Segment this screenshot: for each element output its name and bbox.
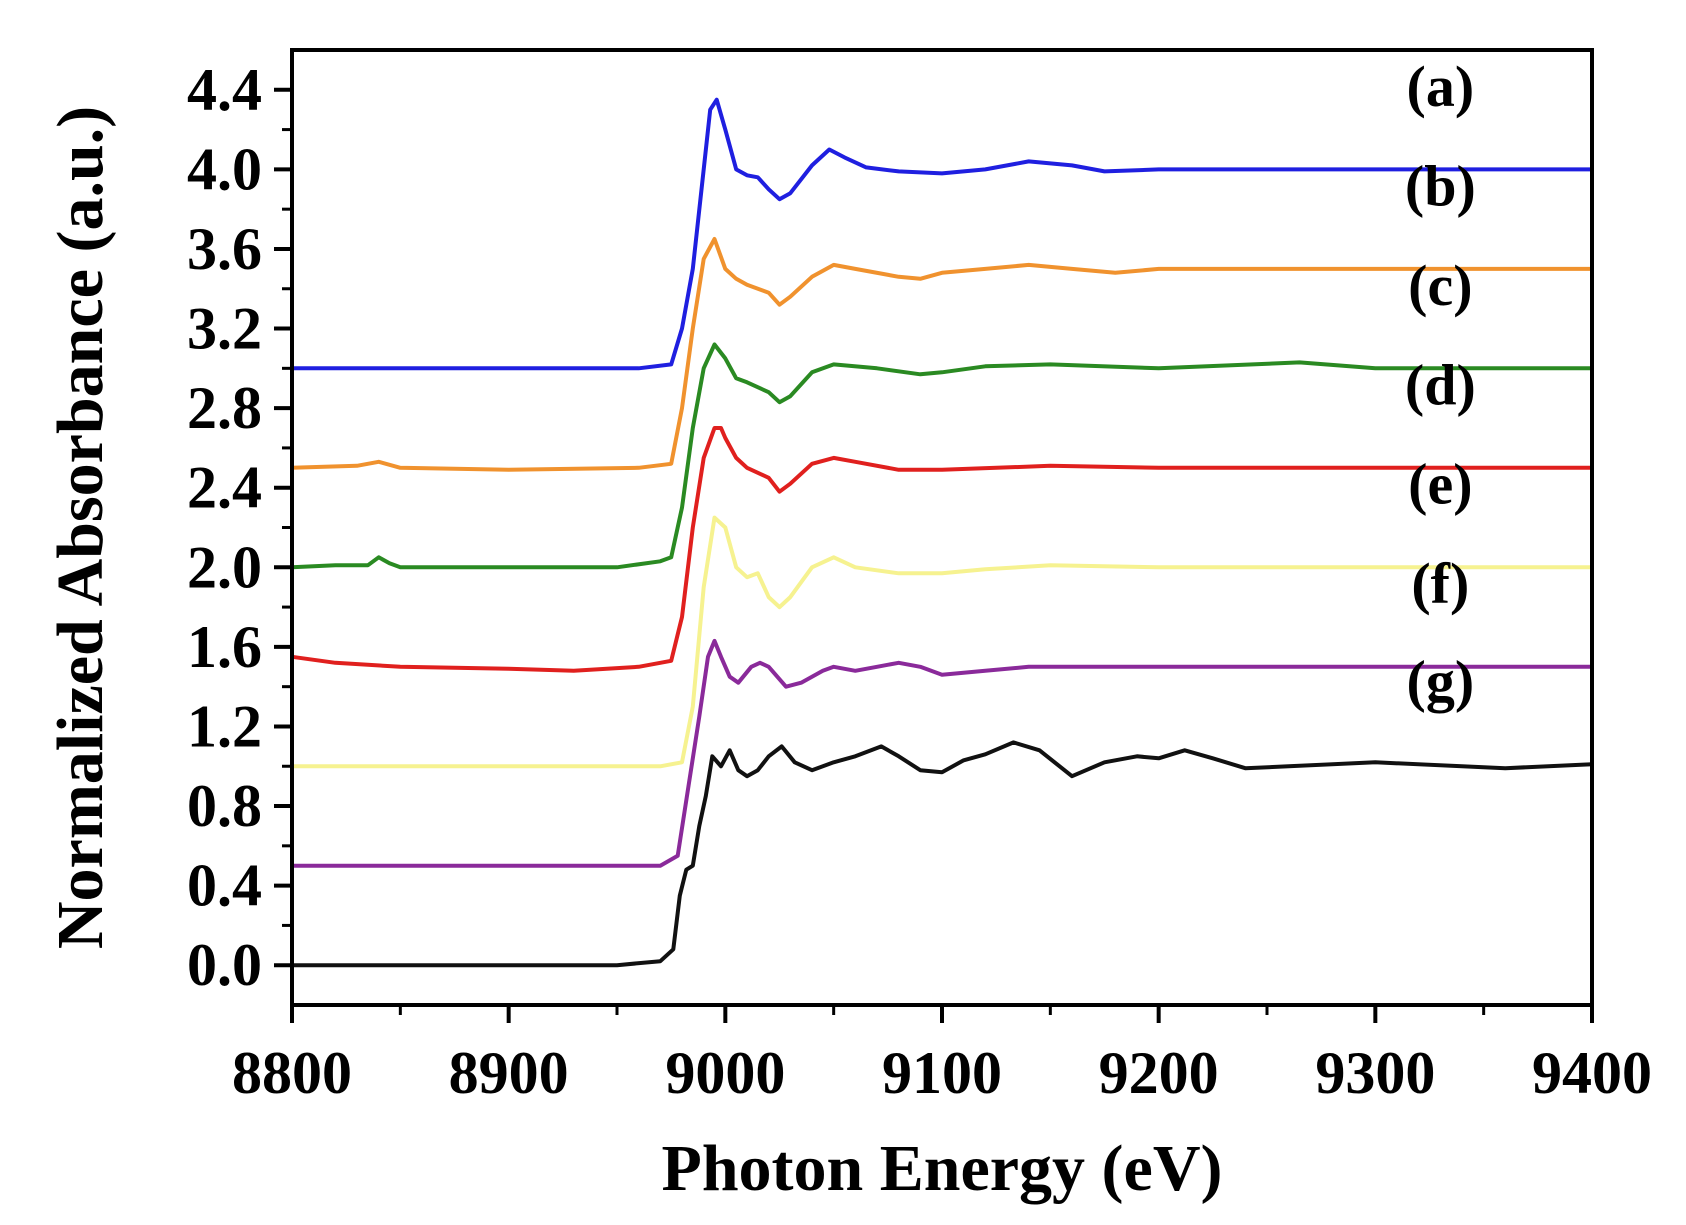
series-line-a: [290, 97, 1594, 371]
series-tag-c: (c): [1408, 253, 1472, 318]
x-tick-label: 8900: [449, 1040, 569, 1106]
series-tag-e: (e): [1408, 452, 1472, 517]
y-tick-label: 2.4: [187, 455, 262, 521]
y-tick-label: 1.2: [187, 693, 262, 759]
y-tick-label: 1.6: [187, 614, 262, 680]
series-line-f: [290, 638, 1594, 868]
y-tick-label: 0.4: [187, 853, 262, 919]
tick-layer: 8800 8900 9000 9100 9200 9300 9400 0.0 0.4 0.8 1.2…: [187, 57, 1652, 1106]
series-tag-f: (f): [1411, 551, 1469, 616]
x-tick-label: 9100: [882, 1040, 1002, 1106]
series-tag-a: (a): [1407, 54, 1475, 119]
y-tick-label: 0.8: [187, 773, 262, 839]
y-axis-title: Normalized Absorbance (a.u.): [44, 106, 117, 949]
x-tick-label: 9300: [1315, 1040, 1435, 1106]
y-tick-label: 3.6: [187, 216, 262, 282]
y-tick-label: 4.4: [187, 57, 262, 123]
series-tag-b: (b): [1405, 153, 1476, 218]
y-tick-label: 3.2: [187, 296, 262, 362]
series-line-c: [290, 342, 1594, 570]
x-tick-label: 8800: [232, 1040, 352, 1106]
y-tick-label: 2.8: [187, 375, 262, 441]
series-line-d: [290, 426, 1594, 673]
series-line-e: [290, 515, 1594, 769]
y-tick-label: 0.0: [187, 932, 262, 998]
series-tag-g: (g): [1407, 649, 1475, 714]
y-tick-label: 2.0: [187, 534, 262, 600]
series-tag-d: (d): [1405, 352, 1476, 417]
x-tick-label: 9200: [1099, 1040, 1219, 1106]
series-tag-layer: (a) (b) (c) (d) (e) (f) (g): [1405, 54, 1476, 714]
series-line-g: [290, 740, 1594, 968]
x-tick-label: 9400: [1532, 1040, 1652, 1106]
series-layer: [290, 97, 1594, 968]
x-axis-title: Photon Energy (eV): [662, 1132, 1223, 1205]
series-line-b: [290, 237, 1594, 472]
y-tick-label: 4.0: [187, 136, 262, 202]
plot-frame: [290, 48, 1594, 1007]
x-tick-label: 9000: [665, 1040, 785, 1106]
